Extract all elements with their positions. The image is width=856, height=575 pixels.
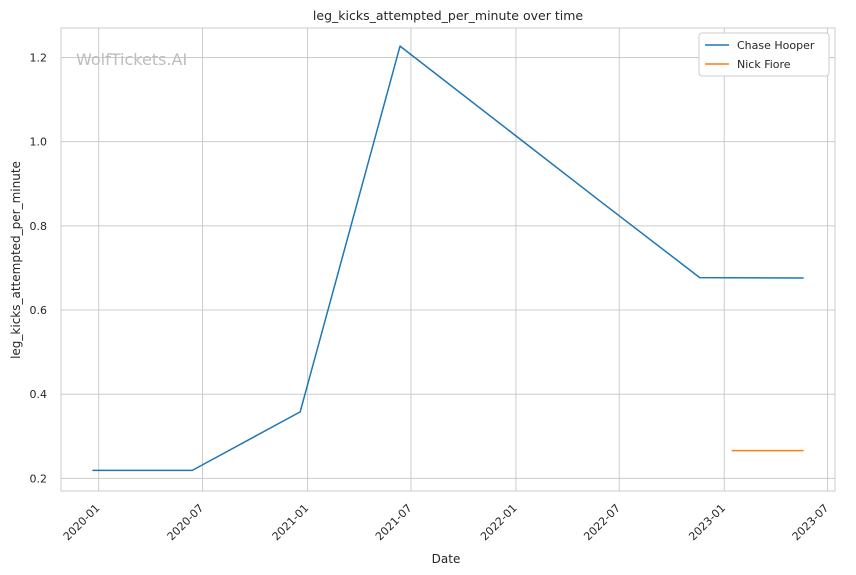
series-layer	[92, 45, 804, 472]
x-tick-label: 2023-01	[686, 502, 728, 544]
x-tick-label: 2023-07	[790, 502, 832, 544]
legend-box	[698, 32, 830, 77]
x-tick-label: 2022-01	[478, 502, 520, 544]
legend-label-chase-hooper: Chase Hooper	[737, 39, 815, 52]
legend: Chase Hooper Nick Fiore	[698, 32, 830, 77]
y-tick-label: 0.6	[30, 304, 48, 317]
watermark: WolfTickets.AI	[76, 50, 187, 69]
y-tick-label: 1.2	[30, 51, 48, 64]
legend-label-nick-fiore: Nick Fiore	[737, 58, 791, 71]
x-tick-label: 2020-01	[61, 502, 103, 544]
x-tick-label: 2020-07	[165, 502, 207, 544]
x-axis-label: Date	[432, 552, 461, 566]
y-axis-ticks: 0.2 0.4 0.6 0.8 1.0 1.2	[30, 51, 48, 485]
x-axis-ticks: 2020-01 2020-07 2021-01 2021-07 2022-01 2022-…	[61, 502, 832, 544]
x-tick-label: 2022-07	[581, 502, 623, 544]
chart-title: leg_kicks_attempted_per_minute over time	[313, 8, 583, 23]
plot-area	[60, 27, 836, 492]
y-axis-label: leg_kicks_attempted_per_minute	[9, 161, 23, 359]
series-line-chase-hooper	[92, 45, 804, 472]
y-tick-label: 0.8	[30, 220, 48, 233]
x-tick-label: 2021-07	[373, 502, 415, 544]
x-tick-label: 2021-01	[270, 502, 312, 544]
y-tick-label: 0.2	[30, 472, 48, 485]
y-tick-label: 1.0	[30, 136, 48, 149]
y-tick-label: 0.4	[30, 388, 48, 401]
